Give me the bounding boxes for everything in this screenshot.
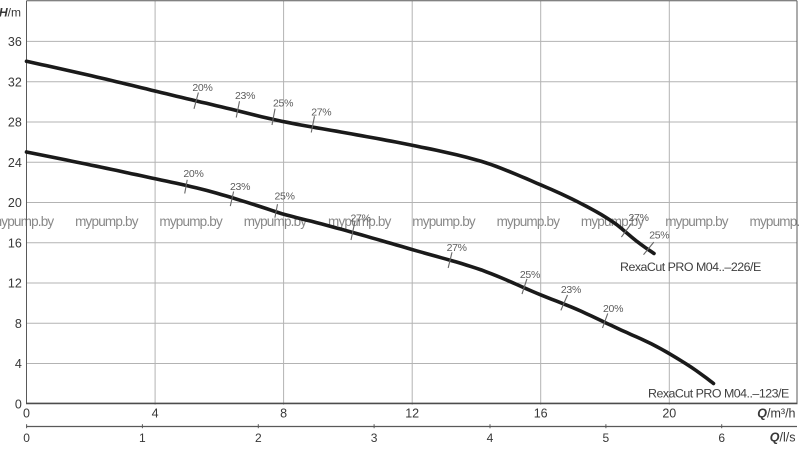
svg-text:28: 28 (8, 116, 22, 130)
svg-text:0: 0 (23, 406, 30, 420)
svg-text:Q/l/s: Q/l/s (770, 430, 796, 444)
svg-text:mypump.by: mypump.by (412, 214, 476, 229)
svg-text:8: 8 (280, 406, 287, 420)
svg-text:4: 4 (152, 406, 159, 420)
svg-text:20: 20 (662, 406, 676, 420)
svg-text:12: 12 (405, 406, 419, 420)
svg-text:4: 4 (487, 431, 494, 445)
svg-text:3: 3 (371, 431, 378, 445)
svg-text:mypump.by: mypump.by (75, 214, 139, 229)
svg-text:23%: 23% (561, 284, 581, 296)
svg-text:27%: 27% (351, 212, 371, 224)
svg-text:5: 5 (603, 431, 610, 445)
svg-text:8: 8 (15, 317, 22, 331)
svg-text:6: 6 (718, 431, 725, 445)
svg-text:16: 16 (8, 236, 22, 250)
svg-text:12: 12 (8, 277, 22, 291)
svg-text:25%: 25% (273, 97, 293, 109)
svg-text:RexaCut PRO M04..–226/E: RexaCut PRO M04..–226/E (620, 260, 761, 274)
svg-text:H/m: H/m (0, 5, 21, 19)
svg-text:25%: 25% (520, 269, 540, 281)
svg-text:36: 36 (8, 35, 22, 49)
svg-text:27%: 27% (311, 106, 331, 118)
svg-text:25%: 25% (275, 190, 295, 202)
svg-text:16: 16 (534, 406, 548, 420)
svg-text:RexaCut PRO M04..–123/E: RexaCut PRO M04..–123/E (648, 386, 789, 400)
svg-text:mypump.by: mypump.by (497, 214, 561, 229)
svg-text:mypump.by: mypump.by (0, 214, 54, 229)
svg-text:20: 20 (8, 196, 22, 210)
svg-text:mypump.by: mypump.by (665, 214, 729, 229)
svg-text:0: 0 (15, 397, 22, 411)
svg-text:25%: 25% (649, 230, 669, 242)
svg-text:32: 32 (8, 75, 22, 89)
svg-text:Q/m³/h: Q/m³/h (757, 407, 795, 421)
svg-text:20%: 20% (192, 82, 212, 94)
svg-text:23%: 23% (230, 181, 250, 193)
svg-text:0: 0 (23, 431, 30, 445)
svg-text:24: 24 (8, 156, 22, 170)
svg-text:mypump.by: mypump.by (159, 214, 223, 229)
svg-text:2: 2 (255, 431, 262, 445)
svg-text:23%: 23% (235, 90, 255, 102)
svg-text:1: 1 (139, 431, 146, 445)
svg-text:27%: 27% (447, 242, 467, 254)
svg-text:mypump.by: mypump.by (750, 214, 800, 229)
svg-text:4: 4 (15, 357, 22, 371)
svg-text:20%: 20% (603, 303, 623, 315)
svg-text:27%: 27% (629, 212, 649, 224)
svg-text:20%: 20% (183, 168, 203, 180)
